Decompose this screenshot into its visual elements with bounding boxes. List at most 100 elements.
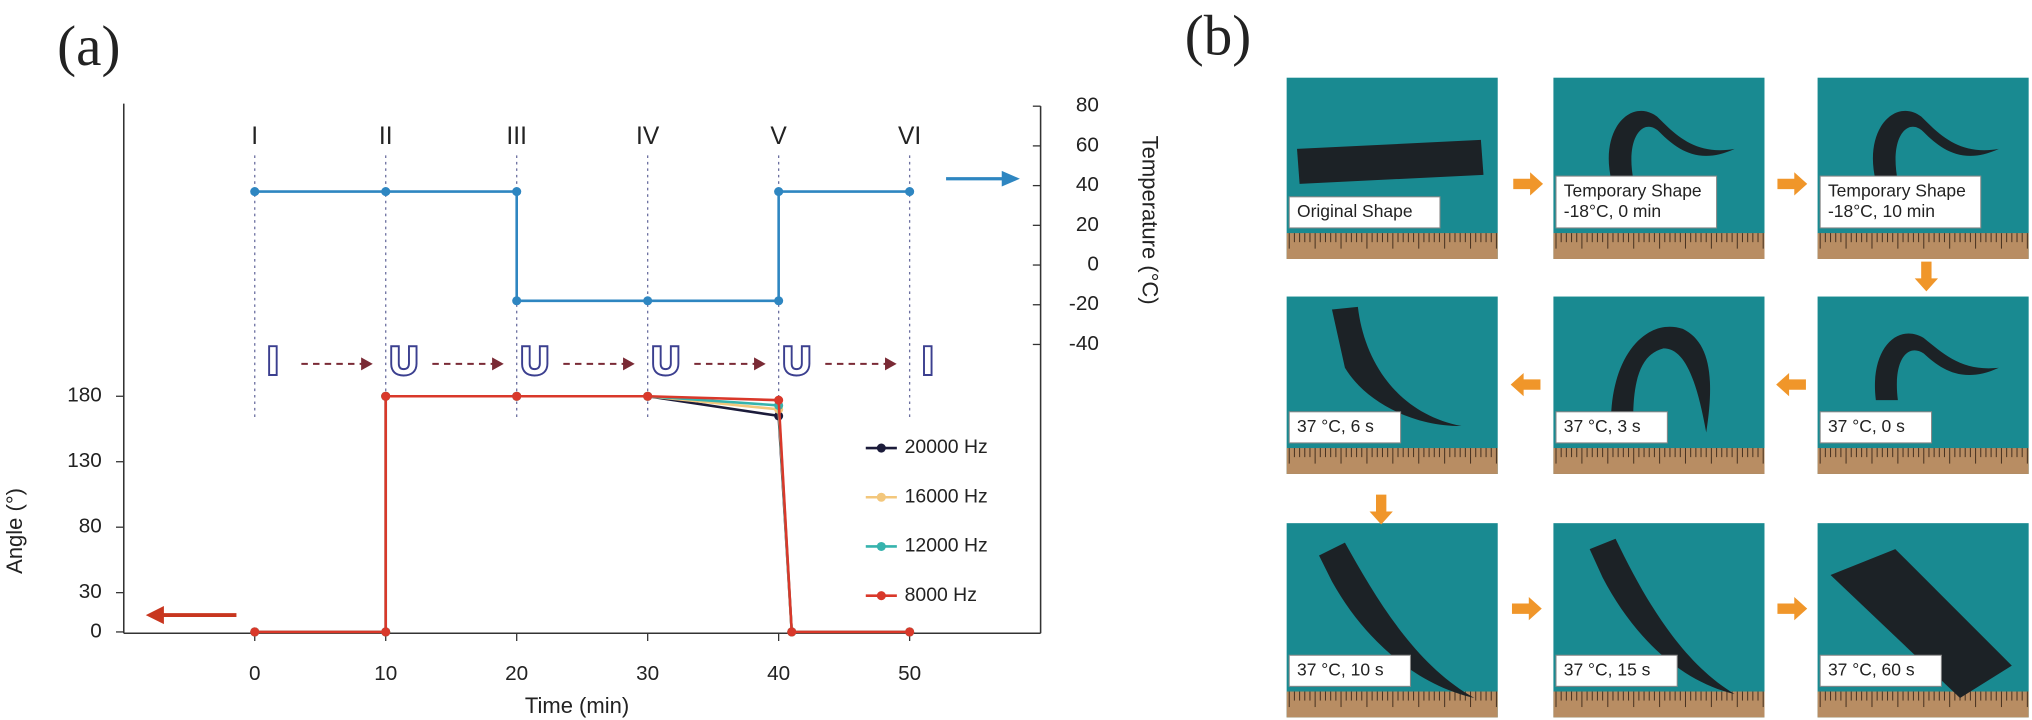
specimen: [1319, 542, 1475, 698]
photo: 37 °C, 10 s: [1286, 523, 1498, 718]
photo-background: [1553, 296, 1765, 474]
specimen: [1608, 110, 1735, 182]
ruler: [1553, 448, 1765, 474]
legend-marker: [876, 541, 886, 552]
specimen: [1874, 333, 1999, 401]
photo: 37 °C, 60 s: [1817, 523, 2029, 718]
specimen: [1331, 306, 1462, 427]
specimen: [1297, 139, 1484, 184]
caption: 37 °C, 60 s: [1828, 659, 1915, 679]
stage-arrow: [563, 357, 635, 371]
series-line: [254, 394, 910, 634]
caption: -18°C, 0 min: [1564, 201, 1661, 221]
panel-label: (a): [57, 15, 120, 78]
photo-background: [1286, 296, 1498, 474]
ruler: [1817, 691, 2029, 718]
stage-arrow: [825, 357, 897, 371]
caption-box: [1288, 411, 1402, 444]
y-axis-label: Angle (°): [2, 488, 27, 574]
x-tick-label: 0: [249, 662, 261, 685]
specimen: [1830, 549, 2012, 698]
legend-marker: [876, 443, 886, 453]
point: [905, 187, 915, 197]
ruler: [1553, 691, 1765, 718]
y-tick-label: 80: [79, 515, 102, 538]
arrow-left: [145, 606, 237, 625]
stage-arrow: [694, 357, 766, 371]
stage-label: IV: [636, 123, 660, 150]
orange-arrow: [1777, 596, 1808, 621]
orange-arrow: [1369, 494, 1393, 525]
ruler: [1286, 448, 1498, 474]
stage-label: V: [770, 123, 787, 150]
photo: 37 °C, 0 s: [1817, 296, 2029, 474]
caption-box: [1288, 654, 1411, 687]
photo: 37 °C, 6 s: [1286, 296, 1498, 474]
series-line: [254, 394, 910, 634]
point: [774, 187, 784, 197]
series-line: [254, 394, 910, 634]
caption: Temporary Shape: [1564, 180, 1702, 200]
orange-arrow: [1777, 172, 1808, 196]
photo: Original Shape: [1286, 77, 1498, 259]
ruler: [1817, 448, 2029, 474]
stage-label: III: [506, 123, 527, 150]
point: [774, 296, 784, 306]
photo: Temporary Shape-18°C, 10 min: [1817, 77, 2029, 259]
specimen: [1872, 110, 1999, 182]
ruler: [1817, 233, 2029, 259]
caption-box: [1555, 411, 1668, 444]
point: [643, 296, 653, 306]
point: [381, 187, 391, 197]
point: [250, 627, 260, 637]
stage-label: VI: [898, 123, 921, 150]
caption-box: [1819, 175, 1982, 229]
point: [512, 296, 522, 306]
x-tick-label: 40: [767, 662, 790, 685]
ruler: [1286, 691, 1498, 718]
series-line: [254, 190, 910, 303]
stage-arrow-head: [492, 357, 504, 371]
legend-label: 8000 Hz: [905, 584, 977, 606]
point: [512, 391, 522, 401]
y2-tick-label: 80: [1076, 94, 1099, 117]
arrow-right: [946, 170, 1020, 187]
shape-icon: U: [652, 340, 680, 383]
y-tick-label: 180: [67, 384, 102, 407]
photo: 37 °C, 15 s: [1553, 523, 1765, 718]
point: [787, 627, 797, 637]
caption: Original Shape: [1297, 201, 1413, 221]
stage-label: II: [379, 123, 393, 150]
stage-arrow-head: [754, 357, 766, 371]
shape-icon: I: [267, 340, 278, 383]
legend-label: 16000 Hz: [905, 485, 988, 507]
point: [250, 187, 260, 197]
photo: Temporary Shape-18°C, 0 min: [1553, 77, 1765, 259]
photo-background: [1817, 77, 2029, 259]
y-tick-label: 0: [90, 619, 102, 642]
legend-marker: [876, 492, 886, 502]
shape-icon: U: [783, 340, 811, 383]
caption: 37 °C, 3 s: [1564, 416, 1641, 436]
orange-arrow: [1776, 372, 1806, 397]
y2-axis-label: Temperature (°C): [1137, 136, 1162, 305]
specimen: [1589, 538, 1735, 695]
y2-tick-label: -20: [1069, 292, 1099, 315]
ruler: [1553, 233, 1765, 259]
y2-tick-label: 40: [1076, 173, 1099, 196]
x-tick-label: 10: [374, 662, 397, 685]
x-axis-label: Time (min): [525, 693, 629, 718]
stage-arrow-head: [885, 357, 897, 371]
orange-arrow: [1510, 372, 1541, 397]
shape-icon: I: [922, 340, 933, 383]
ruler: [1286, 233, 1498, 259]
point: [381, 627, 391, 637]
x-tick-label: 20: [505, 662, 528, 685]
point: [774, 395, 784, 405]
caption-box: [1555, 175, 1718, 229]
caption-box: [1819, 411, 1933, 444]
stage-arrow: [301, 357, 373, 371]
caption: 37 °C, 6 s: [1297, 416, 1374, 436]
